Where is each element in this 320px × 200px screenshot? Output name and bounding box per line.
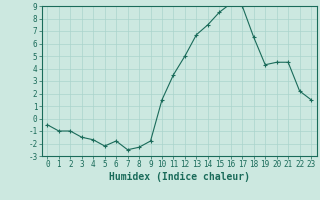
X-axis label: Humidex (Indice chaleur): Humidex (Indice chaleur)	[109, 172, 250, 182]
